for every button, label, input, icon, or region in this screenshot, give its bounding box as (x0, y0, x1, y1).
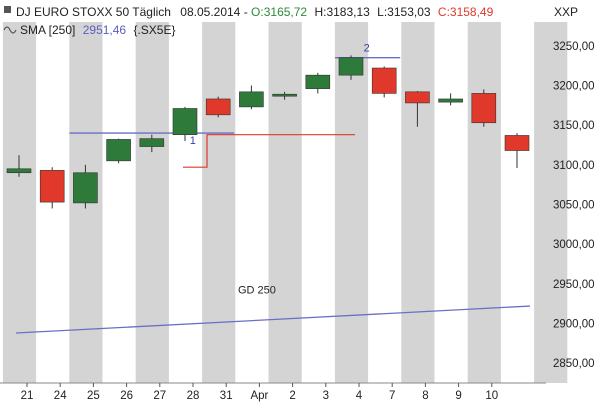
symbol-label: DJ EURO STOXX 50 Täglich (16, 5, 171, 19)
header-line-1: DJ EURO STOXX 50 Täglich 08.05.2014 - O:… (16, 5, 494, 19)
close-value: C:3158,49 (438, 5, 494, 19)
candle-up (438, 98, 463, 103)
price-tick-label: 2900,00 (553, 318, 595, 330)
candle-down (39, 170, 65, 203)
date-tick-label: 7 (389, 390, 395, 402)
date-tick-label: 4 (356, 390, 363, 402)
grid-stripe (534, 22, 568, 383)
candle-up (172, 108, 198, 135)
grid-stripe (135, 22, 169, 383)
date-tick-label: 9 (455, 390, 461, 402)
candle-down (471, 93, 497, 124)
candle-up (106, 139, 131, 162)
price-tick-label: 3100,00 (553, 160, 595, 172)
exchange-label: XXP (554, 5, 578, 19)
candle-up (239, 91, 264, 108)
price-tick-label: 3250,00 (553, 41, 595, 53)
grid-stripe (2, 22, 37, 383)
price-tick-label: 2850,00 (553, 358, 595, 370)
date-tick-label: 24 (54, 390, 67, 402)
candle-up (139, 138, 165, 147)
date-tick-label: 31 (220, 390, 233, 402)
date-tick-label: 3 (323, 390, 329, 402)
header-line-2: SMA [250] 2951,46 {.SX5E} (20, 23, 176, 37)
candle-down (205, 98, 231, 116)
red-level-line (183, 134, 355, 168)
candle-down (504, 135, 530, 151)
quote-date: 08.05.2014 (180, 5, 240, 19)
grid-stripe (401, 22, 435, 383)
sma-label: SMA [250] (20, 23, 75, 37)
grid-stripe (334, 22, 369, 383)
candle-up (272, 93, 297, 97)
price-tick-label: 3050,00 (553, 199, 595, 211)
sma-250-label: GD 250 (238, 284, 276, 296)
candle-down (371, 67, 397, 94)
annotation-label: 2 (364, 43, 370, 55)
grid-stripe (268, 22, 302, 383)
series-marker-icon (4, 6, 11, 13)
date-tick-label: 8 (422, 390, 428, 402)
price-tick-label: 2950,00 (553, 279, 595, 291)
price-axis: 3250,00 3200,00 3150,00 3100,00 3050,00 3000,… (553, 41, 595, 370)
date-tick-label: 10 (485, 390, 498, 402)
date-tick-label: 21 (21, 390, 34, 402)
price-tick-label: 3000,00 (553, 239, 595, 251)
price-tick-label: 3200,00 (553, 80, 595, 92)
candle-up (305, 74, 331, 89)
candle-up (73, 172, 98, 204)
date-tick-label: 26 (120, 390, 133, 402)
date-tick-label: 28 (187, 390, 200, 402)
annotation-label: 1 (190, 135, 196, 147)
grid-stripe (202, 22, 236, 383)
candle-up (6, 168, 32, 174)
open-value: O:3165,72 (251, 5, 307, 19)
candle-up (338, 57, 364, 76)
sma-symbol: {.SX5E} (133, 23, 175, 37)
chart-header: DJ EURO STOXX 50 Täglich 08.05.2014 - O:… (3, 5, 578, 37)
sma-value: 2951,46 (83, 23, 127, 37)
sma-line-icon (3, 26, 17, 34)
separator: - (244, 5, 251, 19)
date-axis: 21 24 25 26 27 28 31 Apr 2 3 4 7 8 9 10 (0, 382, 546, 402)
date-tick-label: 2 (289, 390, 295, 402)
date-tick-label: 25 (87, 390, 100, 402)
indicator-lines: GD 250 1 2 (15, 43, 531, 334)
low-value: L:3153,03 (377, 5, 431, 19)
date-tick-label: Apr (250, 390, 268, 402)
candles (6, 55, 530, 209)
price-tick-label: 3150,00 (553, 120, 595, 132)
sma-250-line (15, 305, 531, 334)
date-tick-label: 27 (153, 390, 166, 402)
grid-stripe (467, 22, 501, 383)
high-value: H:3183,13 (314, 5, 370, 19)
candle-down (405, 91, 430, 104)
